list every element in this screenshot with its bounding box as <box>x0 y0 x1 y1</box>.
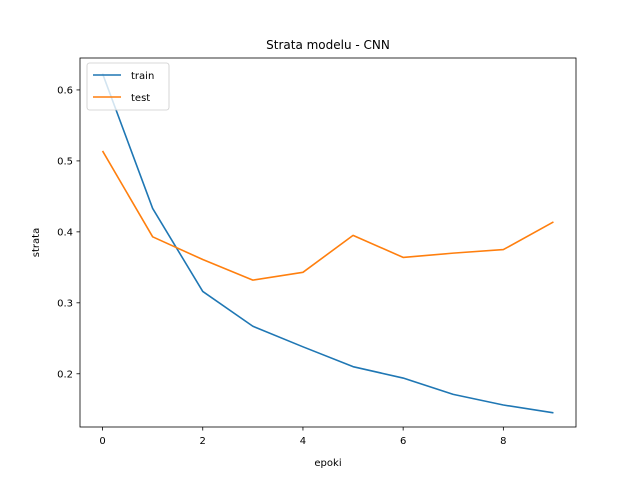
series-line-test <box>101 150 554 281</box>
plot-frame <box>79 57 577 428</box>
chart-title: Strata modelu - CNN <box>266 38 390 52</box>
legend: train test <box>86 62 170 111</box>
x-tick-label: 2 <box>200 436 206 447</box>
legend-box <box>86 62 170 111</box>
y-tick-label: 0.6 <box>57 85 73 96</box>
series-line-train <box>101 73 554 414</box>
y-tick-label: 0.5 <box>57 156 73 167</box>
y-tick-label: 0.2 <box>57 369 73 380</box>
ticks-layer: 0 2 4 6 8 0.2 0.3 0.4 0.5 0.6 <box>57 85 506 447</box>
y-tick-label: 0.4 <box>57 227 73 238</box>
lines-layer <box>101 73 554 414</box>
legend-label-test: test <box>131 93 150 104</box>
y-axis-label: strata <box>31 228 42 257</box>
x-tick-label: 8 <box>500 436 506 447</box>
x-axis-label: epoki <box>314 458 341 469</box>
x-tick-label: 6 <box>400 436 406 447</box>
legend-label-train: train <box>131 71 154 82</box>
x-tick-label: 0 <box>99 436 105 447</box>
x-tick-label: 4 <box>300 436 306 447</box>
y-tick-label: 0.3 <box>57 298 73 309</box>
